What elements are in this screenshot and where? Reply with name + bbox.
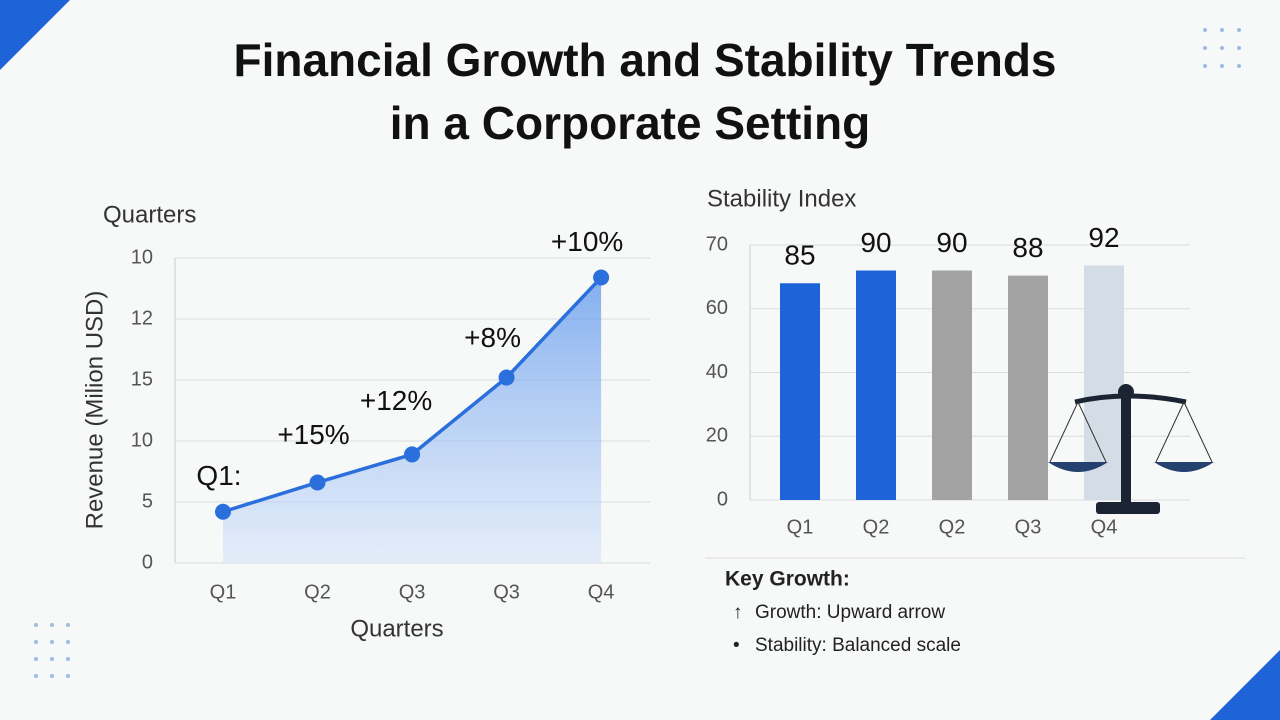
x-tick-label: Q1 (210, 581, 237, 603)
point (404, 446, 421, 463)
y-tick-label: 40 (706, 361, 728, 383)
point (593, 269, 610, 286)
y-tick-label: 70 (706, 233, 728, 255)
x-tick-label: Q3 (493, 581, 520, 603)
chart-title: Stability Index (707, 185, 856, 212)
x-tick-label: Q3 (399, 581, 426, 603)
y-tick-label: 10 (131, 246, 153, 268)
point-annotation: +10% (551, 226, 623, 257)
value-label: 88 (1012, 232, 1043, 263)
point-annotation: Q1: (196, 460, 241, 491)
point-annotation: +12% (360, 385, 432, 416)
legend-item: Growth: Upward arrow (755, 602, 945, 623)
bar (780, 283, 820, 500)
value-label: 85 (784, 240, 815, 271)
x-tick-label: Q2 (939, 516, 966, 538)
bar (856, 270, 896, 500)
legend-icon: ↑ (733, 602, 743, 623)
y-tick-label: 20 (706, 425, 728, 447)
x-tick-label: Q4 (1091, 516, 1118, 538)
chart-title: Quarters (103, 201, 196, 228)
point-annotation: +8% (464, 322, 521, 353)
y-tick-label: 0 (142, 551, 153, 573)
bar (1008, 275, 1048, 500)
y-tick-label: 60 (706, 297, 728, 319)
point (309, 474, 326, 491)
y-tick-label: 5 (142, 490, 153, 512)
legend-icon: • (733, 635, 740, 656)
y-tick-label: 10 (131, 429, 153, 451)
x-tick-label: Q2 (863, 516, 890, 538)
title: in a Corporate Setting (390, 97, 870, 149)
point-annotation: +15% (277, 419, 349, 450)
value-label: 90 (936, 227, 967, 258)
corner-decoration (1210, 650, 1280, 720)
x-tick-label: Q3 (1015, 516, 1042, 538)
x-axis-label: Quarters (350, 615, 443, 642)
bar (1084, 265, 1124, 500)
legend-item: Stability: Balanced scale (755, 635, 961, 656)
bar (932, 270, 972, 500)
point (215, 503, 231, 520)
dot-decoration (34, 28, 1241, 678)
x-tick-label: Q4 (588, 581, 615, 603)
y-axis-label: Revenue (Milion USD) (81, 291, 108, 530)
value-label: 90 (860, 227, 891, 258)
corner-decoration (0, 0, 70, 70)
x-tick-label: Q2 (304, 581, 331, 603)
y-tick-label: 0 (717, 488, 728, 510)
balance-scale-icon (1048, 384, 1214, 514)
y-tick-label: 15 (131, 368, 153, 390)
x-tick-label: Q1 (787, 516, 814, 538)
title: Financial Growth and Stability Trends (233, 34, 1056, 86)
value-label: 92 (1088, 222, 1119, 253)
point (498, 369, 515, 386)
area (223, 277, 602, 563)
legend-title: Key Growth: (725, 568, 850, 591)
y-tick-label: 12 (131, 307, 153, 329)
